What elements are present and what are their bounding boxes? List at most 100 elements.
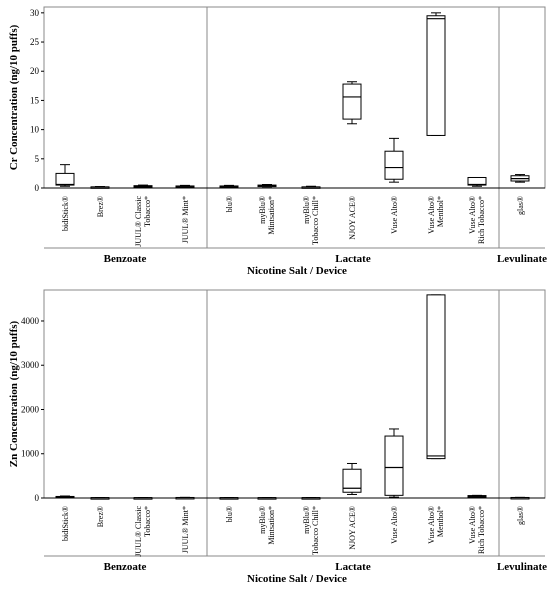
y-tick-label: 1000 (21, 449, 40, 459)
box-iqr (55, 172, 75, 186)
category-label-line: glas® (516, 506, 525, 525)
box-iqr (342, 468, 362, 493)
category-label-line: JUUL® Classic (134, 196, 143, 247)
category-label-line: Mintsation* (267, 506, 276, 545)
y-tick-label: 20 (30, 66, 40, 76)
box-iqr (384, 435, 404, 496)
category-label: Vuse Alto®Rich Tobacco* (468, 196, 486, 244)
box-10 (426, 294, 446, 460)
category-label-line: JUUL® Mint* (181, 196, 190, 243)
category-label-line: Vuse Alto® (390, 506, 399, 544)
y-tick-label: 0 (35, 183, 40, 193)
box-8 (342, 81, 362, 125)
y-tick-label: 0 (35, 493, 40, 503)
category-label-line: Tobacco* (143, 506, 152, 537)
category-label-line: NJOY ACE® (348, 196, 357, 240)
category-label-line: Vuse Alto® (427, 196, 436, 234)
category-label: myBlu®Mintsation* (258, 196, 276, 235)
category-label-line: Vuse Alto® (468, 196, 477, 234)
chart-panel-1: 0 5 10 15 20 25 30 Cr Concentration (ng/10 puff… (8, 6, 547, 277)
category-label-line: myBlu® (258, 196, 267, 224)
group-label: Levulinate (497, 561, 547, 573)
category-label: Brez® (96, 506, 105, 527)
category-label: Brez® (96, 196, 105, 217)
category-label: JUUL® Mint* (181, 196, 190, 243)
category-label-line: NJOY ACE® (348, 506, 357, 550)
box-4 (175, 184, 195, 188)
group-label: Lactate (335, 253, 371, 265)
box-11 (467, 494, 487, 498)
box-iqr (384, 150, 404, 180)
category-label-line: Tobacco Chill* (311, 506, 320, 555)
group-label: Lactate (335, 561, 371, 573)
category-label-line: bidiStick® (61, 506, 70, 541)
category-label: Vuse Alto®Rich Tobacco* (468, 506, 486, 554)
category-label-line: Menthol* (436, 506, 445, 537)
box-7 (301, 497, 321, 500)
box-6 (257, 183, 277, 188)
y-axis-label: Zn Concentration (ng/10 puffs) (8, 320, 20, 467)
box-3 (133, 497, 153, 500)
box-iqr (342, 83, 362, 120)
category-label: bidiStick® (61, 196, 70, 231)
category-label: Vuse Alto®Menthol* (427, 196, 445, 234)
y-tick-label: 30 (30, 8, 40, 18)
category-label-line: Vuse Alto® (468, 506, 477, 544)
box-8 (342, 462, 362, 495)
category-label: JUUL® ClassicTobacco* (134, 506, 152, 557)
category-label: Vuse Alto®Menthol* (427, 506, 445, 544)
box-12 (510, 174, 530, 183)
y-tick-label: 3000 (21, 360, 40, 370)
box-9 (384, 137, 404, 183)
box-12 (510, 496, 530, 500)
group-label: Benzoate (104, 561, 147, 573)
category-label-line: Rich Tobacco* (477, 196, 486, 244)
category-label: Vuse Alto® (390, 506, 399, 544)
category-label-line: myBlu® (302, 506, 311, 534)
category-label-line: Mintsation* (267, 196, 276, 235)
category-label-line: Rich Tobacco* (477, 506, 486, 554)
box-3 (133, 184, 153, 188)
box-10 (426, 12, 446, 136)
category-label: NJOY ACE® (348, 506, 357, 550)
category-label-line: Vuse Alto® (390, 196, 399, 234)
category-label-line: Tobacco* (143, 196, 152, 227)
y-tick-label: 10 (30, 125, 40, 135)
plot-frame (43, 289, 546, 499)
box-7 (301, 185, 321, 189)
box-4 (175, 496, 195, 500)
category-label-line: JUUL® Mint* (181, 506, 190, 553)
category-label: JUUL® ClassicTobacco* (134, 196, 152, 247)
category-label-line: myBlu® (258, 506, 267, 534)
box-iqr (426, 294, 446, 460)
category-label-line: bidiStick® (61, 196, 70, 231)
category-label-line: Brez® (96, 506, 105, 527)
category-label-line: Vuse Alto® (427, 506, 436, 544)
box-iqr (426, 15, 446, 136)
box-2 (90, 497, 110, 500)
category-label: blu® (225, 506, 234, 522)
group-label: Levulinate (497, 253, 547, 265)
plot-frame (43, 6, 546, 189)
category-label: myBlu®Tobacco Chill* (302, 506, 320, 555)
category-label-line: Brez® (96, 196, 105, 217)
category-label-line: blu® (225, 196, 234, 212)
x-axis-label: Nicotine Salt / Device (247, 265, 347, 277)
category-label: NJOY ACE® (348, 196, 357, 240)
category-label: myBlu®Mintsation* (258, 506, 276, 545)
category-label: bidiStick® (61, 506, 70, 541)
category-label: myBlu®Tobacco Chill* (302, 196, 320, 245)
y-axis-label: Cr Concentration (ng/10 puffs) (8, 24, 20, 170)
y-tick-label: 2000 (21, 404, 40, 414)
group-label: Benzoate (104, 253, 147, 265)
y-tick-label: 5 (35, 154, 40, 164)
category-label-line: Menthol* (436, 196, 445, 227)
category-label-line: myBlu® (302, 196, 311, 224)
category-label-line: Tobacco Chill* (311, 196, 320, 245)
box-5 (219, 184, 239, 189)
y-tick-label: 4000 (21, 316, 40, 326)
box-2 (90, 186, 110, 189)
y-tick-label: 25 (30, 37, 40, 47)
